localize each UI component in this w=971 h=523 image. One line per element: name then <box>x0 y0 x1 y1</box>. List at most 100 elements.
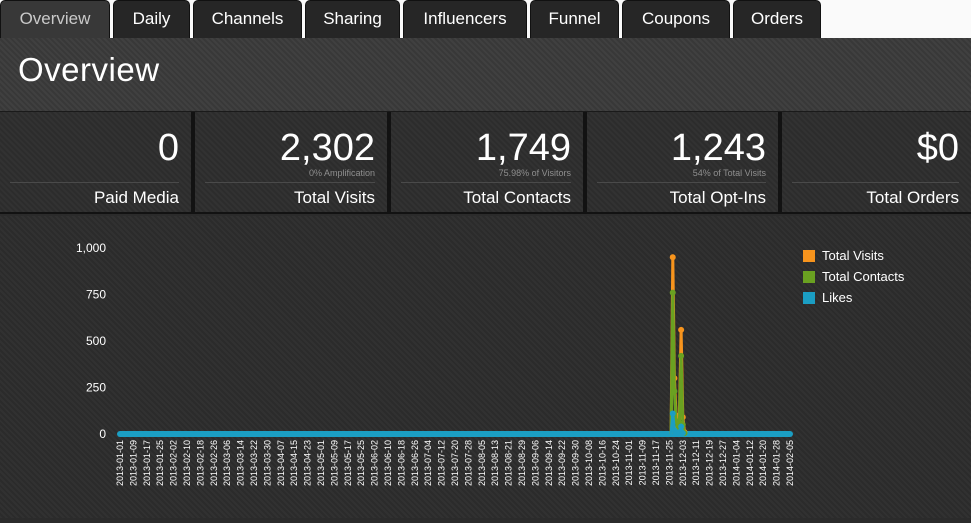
y-tick-label: 250 <box>86 381 106 395</box>
legend-item-total-visits[interactable]: Total Visits <box>803 247 923 264</box>
x-tick-label: 2013-05-25 <box>356 440 366 486</box>
stat-divider <box>401 182 571 183</box>
x-tick-label: 2013-06-18 <box>396 440 406 486</box>
data-point-total-visits <box>669 254 676 261</box>
x-tick-label: 2013-10-08 <box>584 440 594 486</box>
x-tick-label: 2013-09-06 <box>530 440 540 486</box>
x-tick-label: 2013-12-03 <box>678 440 688 486</box>
stat-divider <box>597 182 766 183</box>
x-tick-label: 2013-10-16 <box>597 440 607 486</box>
x-tick-label: 2013-11-17 <box>651 440 661 485</box>
x-tick-label: 2013-02-02 <box>169 440 179 486</box>
x-tick-label: 2013-11-25 <box>664 440 674 485</box>
tab-channels[interactable]: Channels <box>193 0 302 38</box>
x-tick-label: 2013-11-01 <box>624 440 634 485</box>
stat-divider <box>10 182 179 183</box>
stat-label: Total Opt-Ins <box>669 188 766 207</box>
x-tick-label: 2013-05-09 <box>329 440 339 486</box>
y-tick-label: 500 <box>86 334 106 348</box>
stat-subtext: 75.98% of Visitors <box>498 168 571 178</box>
tab-orders[interactable]: Orders <box>733 0 821 38</box>
x-tick-label: 2014-02-05 <box>785 440 795 486</box>
x-tick-label: 2014-01-20 <box>758 440 768 486</box>
x-tick-label: 2013-01-09 <box>128 440 138 486</box>
tab-influencers[interactable]: Influencers <box>403 0 527 38</box>
tab-sharing[interactable]: Sharing <box>305 0 400 38</box>
x-tick-label: 2013-12-11 <box>691 440 701 485</box>
stat-subtext: 0% Amplification <box>308 168 375 178</box>
x-tick-label: 2013-06-26 <box>410 440 420 486</box>
x-tick-label: 2013-07-28 <box>463 440 473 486</box>
x-tick-label: 2013-01-25 <box>155 440 165 486</box>
tab-coupons[interactable]: Coupons <box>622 0 730 38</box>
x-tick-label: 2013-01-17 <box>142 440 152 486</box>
stat-value: 1,243 <box>670 127 766 169</box>
x-tick-label: 2013-12-19 <box>705 440 715 486</box>
stat-value: 1,749 <box>475 127 571 169</box>
stat-label: Total Visits <box>294 188 375 207</box>
legend-label: Total Visits <box>822 248 884 263</box>
stat-total-visits: 2,302 0% Amplification Total Visits <box>195 112 387 212</box>
y-tick-label: 750 <box>86 288 106 302</box>
x-tick-label: 2013-06-02 <box>370 440 380 486</box>
stat-paid-media: 0 Paid Media <box>0 112 191 212</box>
x-tick-label: 2013-02-26 <box>209 440 219 486</box>
legend-label: Likes <box>822 290 853 305</box>
stat-value: 0 <box>157 127 179 169</box>
x-tick-label: 2014-01-12 <box>745 440 755 486</box>
data-point-total-contacts <box>669 289 676 296</box>
legend-label: Total Contacts <box>822 269 905 284</box>
x-tick-label: 2013-07-04 <box>423 440 433 486</box>
stat-total-orders: $0 Total Orders <box>782 112 971 212</box>
stat-value: 2,302 <box>279 127 375 169</box>
x-tick-label: 2013-12-27 <box>718 440 728 486</box>
x-tick-label: 2013-09-22 <box>557 440 567 486</box>
x-tick-label: 2013-05-01 <box>316 440 326 486</box>
stat-label: Total Contacts <box>463 188 571 207</box>
data-point-total-contacts <box>678 352 685 359</box>
data-point-total-contacts <box>671 388 678 395</box>
x-tick-label: 2013-03-14 <box>236 440 246 486</box>
x-tick-label: 2013-07-20 <box>450 440 460 486</box>
tab-daily[interactable]: Daily <box>113 0 190 38</box>
x-tick-label: 2013-09-30 <box>571 440 581 486</box>
x-tick-label: 2013-08-21 <box>504 440 514 486</box>
data-point-likes <box>678 423 685 430</box>
x-tick-label: 2013-03-06 <box>222 440 232 486</box>
stat-total-contacts: 1,749 75.98% of Visitors Total Contacts <box>391 112 583 212</box>
data-point-likes <box>679 430 686 437</box>
chart-panel: 1,000 750 500 250 0 2013-01-01 2013-01-09 2013-… <box>0 216 971 518</box>
tab-bar: Overview Daily Channels Sharing Influenc… <box>0 0 971 38</box>
x-tick-label: 2013-08-05 <box>477 440 487 486</box>
x-tick-label: 2014-01-04 <box>731 440 741 486</box>
y-tick-label: 0 <box>99 427 106 441</box>
x-tick-label: 2013-06-10 <box>383 440 393 486</box>
chart-legend: Total Visits Total Contacts Likes <box>803 247 923 310</box>
legend-swatch <box>803 250 815 262</box>
stats-row: 0 Paid Media 2,302 0% Amplification Tota… <box>0 112 971 214</box>
data-point-total-visits <box>678 326 685 333</box>
x-tick-label: 2013-02-10 <box>182 440 192 486</box>
tab-funnel[interactable]: Funnel <box>530 0 619 38</box>
line-chart: 1,000 750 500 250 0 2013-01-01 2013-01-09 2013-… <box>76 241 795 486</box>
stat-total-opt-ins: 1,243 54% of Total Visits Total Opt-Ins <box>587 112 778 212</box>
x-tick-label: 2013-01-01 <box>115 440 125 486</box>
x-tick-label: 2013-04-07 <box>276 440 286 486</box>
legend-item-likes[interactable]: Likes <box>803 289 923 306</box>
x-tick-label: 2013-09-14 <box>544 440 554 486</box>
x-tick-label: 2013-11-09 <box>638 440 648 485</box>
stat-label: Paid Media <box>93 188 179 207</box>
x-tick-label: 2013-08-29 <box>517 440 527 486</box>
legend-swatch <box>803 271 815 283</box>
stat-divider <box>205 182 375 183</box>
x-tick-label: 2013-03-30 <box>262 440 272 486</box>
legend-item-total-contacts[interactable]: Total Contacts <box>803 268 923 285</box>
stat-value: $0 <box>916 127 959 169</box>
legend-swatch <box>803 292 815 304</box>
tab-overview[interactable]: Overview <box>0 0 110 38</box>
x-tick-label: 2013-03-22 <box>249 440 259 486</box>
x-tick-label: 2013-07-12 <box>437 440 447 486</box>
stat-label: Total Orders <box>866 188 959 207</box>
x-tick-label: 2013-04-15 <box>289 440 299 486</box>
x-tick-label: 2013-10-24 <box>611 440 621 486</box>
